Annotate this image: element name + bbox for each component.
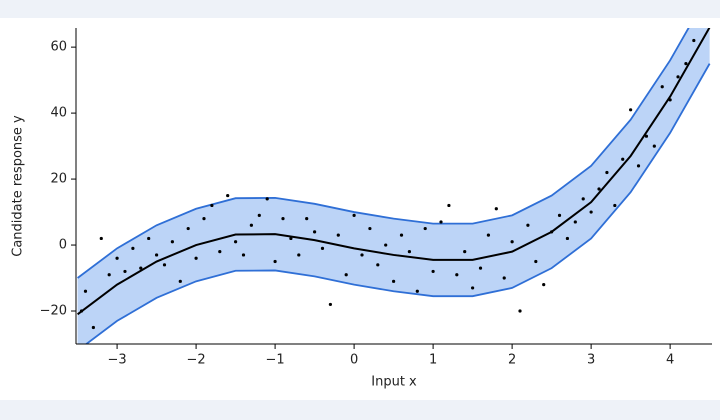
data-point <box>407 250 412 254</box>
data-point <box>83 289 88 293</box>
x-tick-label: 4 <box>666 353 674 368</box>
data-point <box>202 217 206 221</box>
data-point <box>447 203 451 208</box>
data-point <box>431 269 435 274</box>
x-tick-label: 3 <box>587 353 595 368</box>
y-axis-label: Candidate response y <box>11 115 26 257</box>
data-point <box>257 213 261 217</box>
data-point <box>478 266 483 270</box>
data-point <box>305 217 309 221</box>
data-point <box>589 210 593 214</box>
data-point <box>636 164 641 168</box>
x-tick-label: 1 <box>429 353 437 368</box>
data-point <box>312 230 317 234</box>
data-point <box>471 286 475 290</box>
data-point <box>91 325 95 330</box>
band-lower-edge <box>84 63 711 344</box>
y-tick-label: −20 <box>40 304 67 319</box>
data-point <box>336 233 340 237</box>
data-point <box>360 253 364 257</box>
data-point <box>162 263 167 267</box>
data-point <box>692 38 696 43</box>
data-point <box>281 217 285 221</box>
data-point <box>139 266 143 270</box>
data-point <box>328 302 332 307</box>
y-tick-label: 20 <box>50 172 67 187</box>
data-point <box>463 250 467 254</box>
data-point <box>565 236 570 241</box>
data-point <box>652 144 656 148</box>
data-point <box>368 226 372 231</box>
data-point <box>352 213 356 217</box>
data-point <box>107 273 111 277</box>
data-point <box>399 233 404 237</box>
data-point <box>660 85 664 89</box>
data-point <box>613 203 617 208</box>
data-point <box>534 259 538 264</box>
data-point <box>621 157 625 161</box>
data-point <box>226 193 230 198</box>
fit-curve <box>76 28 711 316</box>
data-point <box>423 226 427 231</box>
data-point <box>502 276 506 280</box>
data-point <box>597 187 601 191</box>
y-tick-label: 40 <box>50 106 67 121</box>
data-point <box>249 223 253 227</box>
x-axis-label: Input x <box>371 375 417 390</box>
data-point <box>265 197 269 201</box>
data-point <box>131 246 135 250</box>
data-point <box>147 236 151 241</box>
band-upper-edge <box>77 28 690 279</box>
data-point <box>384 243 388 247</box>
data-point <box>297 253 301 257</box>
data-point <box>210 203 214 208</box>
data-point <box>194 256 198 260</box>
x-tick-label: 0 <box>350 353 358 368</box>
data-point <box>455 273 459 277</box>
data-point <box>684 62 688 66</box>
data-point <box>376 263 380 267</box>
data-point <box>510 240 514 244</box>
x-tick-label: −3 <box>107 353 126 368</box>
data-point <box>344 273 348 277</box>
data-point <box>273 259 277 264</box>
data-point <box>415 289 419 293</box>
x-tick-label: −2 <box>187 353 206 368</box>
confidence-band <box>77 28 710 344</box>
data-point <box>486 233 491 237</box>
x-tick-label: −1 <box>266 353 285 368</box>
data-point <box>170 240 174 244</box>
data-point <box>629 108 633 112</box>
data-point <box>581 197 585 201</box>
data-point <box>644 134 649 138</box>
data-point <box>494 207 498 211</box>
y-tick-label: 60 <box>50 40 67 55</box>
x-tick-label: 2 <box>508 353 516 368</box>
data-point <box>557 213 562 217</box>
data-point <box>526 223 530 227</box>
data-point <box>573 220 577 224</box>
data-point <box>320 246 325 250</box>
data-point <box>186 226 190 231</box>
data-point <box>439 220 443 224</box>
data-point <box>392 279 396 283</box>
data-point <box>154 253 159 257</box>
data-point <box>241 253 246 257</box>
data-point <box>542 283 546 287</box>
data-point <box>605 170 609 175</box>
data-point <box>676 75 680 79</box>
data-point <box>99 236 103 241</box>
data-point <box>178 279 182 283</box>
data-point <box>123 269 127 274</box>
y-tick-label: 0 <box>59 238 67 253</box>
data-point <box>518 309 522 313</box>
data-point <box>115 256 119 260</box>
data-point <box>218 250 222 254</box>
data-point <box>233 240 238 244</box>
